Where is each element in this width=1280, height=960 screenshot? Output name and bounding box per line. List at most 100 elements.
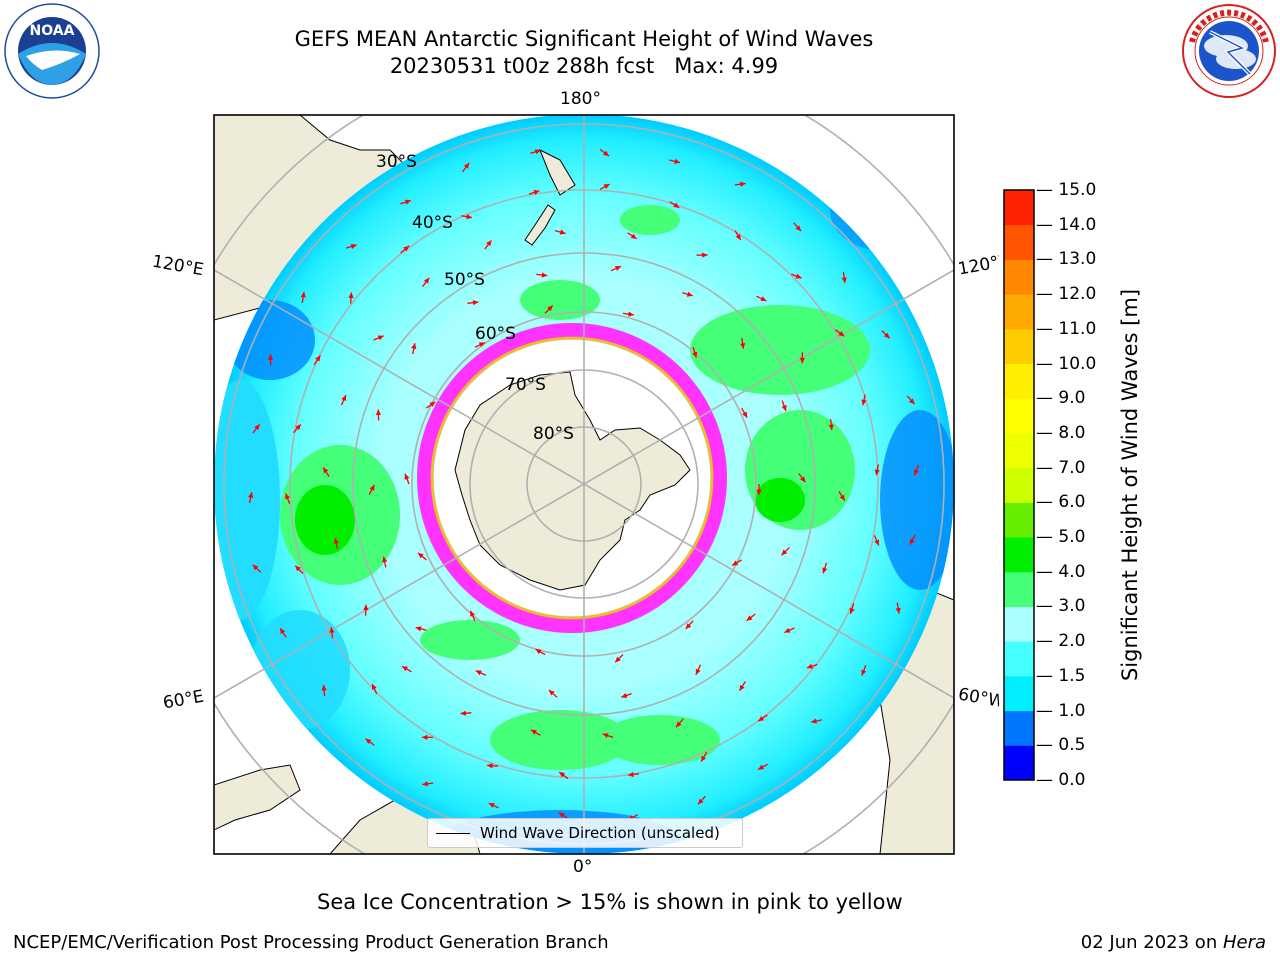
wind-wave-arrowhead bbox=[558, 812, 565, 818]
wind-wave-arrowhead bbox=[701, 755, 707, 762]
wind-wave-arrowhead bbox=[628, 771, 634, 778]
sea-ice-ring bbox=[417, 323, 727, 633]
wind-wave-arrowhead bbox=[603, 150, 609, 157]
wind-wave-arrowhead bbox=[422, 781, 428, 787]
wind-wave-arrowhead bbox=[369, 484, 375, 491]
wind-wave-arrowhead bbox=[614, 266, 621, 271]
colorbar-segment bbox=[1004, 710, 1034, 746]
wind-wave-arrowhead bbox=[300, 291, 306, 298]
wind-wave-arrowhead bbox=[475, 670, 482, 676]
colorbar-segment bbox=[1004, 537, 1034, 573]
colorbar-tick-label: — 1.0 bbox=[1036, 700, 1086, 721]
wind-wave-arrowhead bbox=[323, 467, 329, 474]
colorbar bbox=[1003, 189, 1035, 781]
wind-wave-arrowhead bbox=[533, 189, 540, 195]
colorbar-segment bbox=[1004, 432, 1034, 469]
wind-wave-arrowhead bbox=[348, 292, 354, 299]
colorbar-segment bbox=[1004, 259, 1034, 295]
wind-wave-arrowhead bbox=[874, 539, 880, 546]
colorbar-tick-label: — 9.0 bbox=[1036, 388, 1086, 409]
colorbar-segment bbox=[1004, 467, 1034, 503]
wind-wave-arrowhead bbox=[800, 476, 806, 483]
chart-title: GEFS MEAN Antarctic Significant Height o… bbox=[294, 27, 874, 51]
wind-wave-arrowhead bbox=[486, 240, 492, 247]
colorbar-segment bbox=[1004, 224, 1034, 260]
colorbar-tick-label: — 0.5 bbox=[1036, 735, 1086, 756]
wind-wave-arrowhead bbox=[382, 556, 388, 563]
wind-wave-arrowhead bbox=[421, 734, 428, 740]
lat-label-80s: 80°S bbox=[533, 424, 574, 444]
wind-wave-arrowhead bbox=[849, 607, 855, 614]
wind-wave-arrowhead bbox=[630, 233, 637, 239]
wind-wave-arrowhead bbox=[559, 229, 566, 235]
wind-wave-arrowhead bbox=[621, 693, 628, 698]
wind-wave-arrowhead bbox=[404, 473, 410, 480]
map-legend: Wind Wave Direction (unscaled) bbox=[427, 818, 743, 848]
lon-label-0: 0° bbox=[573, 857, 593, 877]
wind-wave-arrowhead bbox=[341, 395, 347, 402]
noaa-logo: NOAA bbox=[4, 3, 100, 99]
wind-wave-arrowhead bbox=[756, 489, 762, 495]
wind-wave-arrowhead bbox=[415, 626, 422, 632]
wind-wave-arrowhead bbox=[541, 272, 548, 278]
wind-wave-arrowhead bbox=[548, 690, 555, 696]
colorbar-tick-label: — 13.0 bbox=[1036, 249, 1097, 270]
lat-label-50s: 50°S bbox=[444, 270, 485, 290]
wind-wave-arrowhead bbox=[806, 663, 813, 669]
wind-wave-arrowhead bbox=[478, 342, 485, 348]
wind-wave-arrowhead bbox=[470, 610, 475, 617]
wind-wave-arrows bbox=[248, 148, 920, 821]
wind-wave-arrowhead bbox=[685, 623, 692, 629]
wind-wave-arrowhead bbox=[402, 666, 409, 672]
wind-wave-arrowhead bbox=[811, 718, 817, 724]
credit-date: 02 Jun 2023 on Hera bbox=[1081, 932, 1266, 953]
wind-wave-arrowhead bbox=[861, 669, 867, 676]
colorbar-segment bbox=[1004, 502, 1034, 538]
colorbar-tick-label: — 11.0 bbox=[1036, 318, 1097, 339]
lat-label-60s: 60°S bbox=[475, 324, 516, 344]
wind-wave-arrowhead bbox=[702, 252, 708, 258]
wind-wave-arrowhead bbox=[861, 399, 867, 406]
wind-wave-arrowhead bbox=[429, 401, 436, 408]
credit-machine: Hera bbox=[1222, 932, 1266, 953]
wind-wave-arrowhead bbox=[841, 277, 847, 283]
wind-wave-arrowhead bbox=[746, 615, 753, 621]
wind-wave-arrowhead bbox=[547, 305, 553, 312]
wind-wave-arrowhead bbox=[742, 411, 748, 418]
noaa-logo-text: NOAA bbox=[30, 23, 75, 39]
wind-wave-arrowhead bbox=[799, 357, 805, 364]
wind-wave-arrowhead bbox=[488, 803, 495, 808]
wind-wave-arrowhead bbox=[371, 683, 377, 690]
wind-wave-arrowhead bbox=[909, 538, 915, 545]
wind-wave-arrowhead bbox=[295, 424, 301, 431]
wind-wave-arrowhead bbox=[487, 763, 493, 769]
colorbar-tick-label: — 8.0 bbox=[1036, 422, 1086, 443]
wind-wave-arrowhead bbox=[615, 656, 621, 663]
chart-subtitle: 20230531 t00z 288h fcst Max: 4.99 bbox=[389, 54, 779, 78]
wind-wave-arrowhead bbox=[908, 398, 915, 405]
wind-wave-arrowhead bbox=[883, 332, 890, 339]
wind-wave-arrowhead bbox=[781, 549, 788, 556]
wind-wave-arrowhead bbox=[628, 311, 634, 317]
lon-label-180: 180° bbox=[560, 89, 601, 109]
colorbar-segment bbox=[1004, 606, 1034, 642]
wind-wave-arrowhead bbox=[602, 733, 609, 739]
wind-wave-arrowhead bbox=[695, 668, 701, 675]
lat-label-40s: 40°S bbox=[412, 213, 453, 233]
colorbar-tick-label: — 5.0 bbox=[1036, 527, 1086, 548]
colorbar-tick-label: — 2.0 bbox=[1036, 631, 1086, 652]
wind-wave-arrowhead bbox=[321, 684, 327, 691]
wind-wave-arrowhead bbox=[460, 710, 467, 716]
lat-label-70s: 70°S bbox=[505, 375, 546, 395]
colorbar-tick-label: — 4.0 bbox=[1036, 561, 1086, 582]
wind-wave-arrowhead bbox=[254, 424, 260, 431]
wind-wave-arrowhead bbox=[295, 565, 301, 572]
wind-wave-arrowhead bbox=[828, 424, 834, 431]
colorbar-segment bbox=[1004, 328, 1034, 365]
colorbar-tick-label: — 1.5 bbox=[1036, 665, 1086, 686]
land-africa bbox=[214, 764, 301, 831]
wind-wave-arrowhead bbox=[466, 214, 473, 220]
wind-wave-arrowhead bbox=[760, 296, 767, 301]
wind-wave-arrowhead bbox=[559, 772, 566, 778]
